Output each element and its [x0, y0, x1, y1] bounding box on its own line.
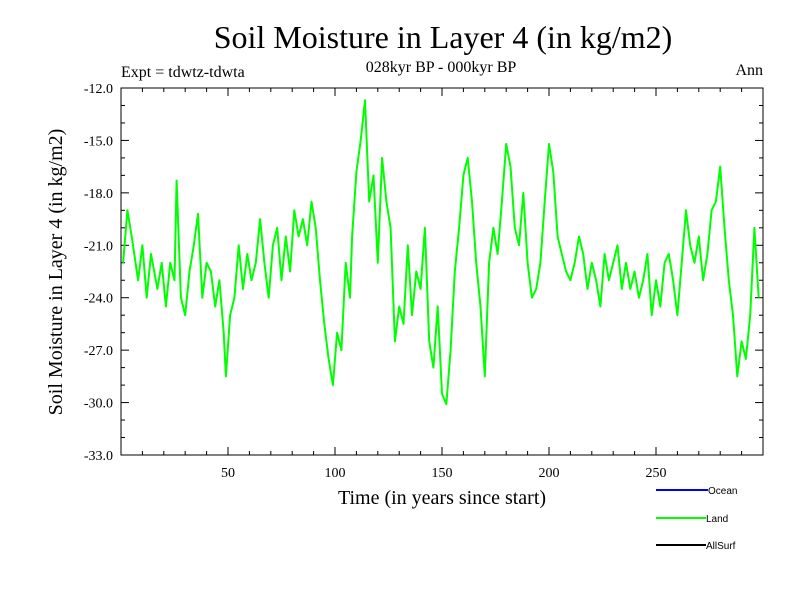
chart-title: Soil Moisture in Layer 4 (in kg/m2) — [214, 19, 673, 55]
y-tick-label: -21.0 — [84, 239, 113, 254]
y-axis-label: Soil Moisture in Layer 4 (in kg/m2) — [45, 129, 67, 416]
y-tick-label: -18.0 — [84, 187, 113, 202]
x-tick-label: 250 — [646, 466, 667, 481]
land-series-line — [122, 99, 760, 406]
y-tick-labels: -33.0 -30.0 -27.0 -24.0 -21.0 -18.0 -15.0 -12.0 — [84, 82, 113, 464]
y-tick-label: -24.0 — [84, 292, 113, 307]
y-tick-label: -15.0 — [84, 134, 113, 149]
x-axis-label: Time (in years since start) — [338, 487, 546, 509]
legend-land-label: Land — [706, 514, 728, 525]
x-tick-label: 50 — [221, 466, 235, 481]
y-tick-label: -12.0 — [84, 82, 113, 97]
y-tick-label: -33.0 — [84, 449, 113, 464]
season-label: Ann — [735, 62, 763, 79]
x-tick-label: 150 — [432, 466, 453, 481]
legend-allsurf-label: AllSurf — [706, 541, 736, 552]
y-tick-label: -30.0 — [84, 397, 113, 412]
chart-subtitle: 028kyr BP - 000kyr BP — [366, 59, 517, 76]
legend: Ocean Land AllSurf — [656, 486, 737, 552]
x-tick-labels: 50 100 150 200 250 — [221, 466, 667, 481]
axis-ticks — [121, 87, 763, 456]
plot-frame — [120, 87, 764, 456]
y-tick-label: -27.0 — [84, 344, 113, 359]
legend-ocean-label: Ocean — [708, 486, 737, 497]
x-tick-label: 200 — [539, 466, 560, 481]
expt-label: Expt = tdwtz-tdwta — [121, 64, 245, 81]
x-tick-label: 100 — [325, 466, 346, 481]
